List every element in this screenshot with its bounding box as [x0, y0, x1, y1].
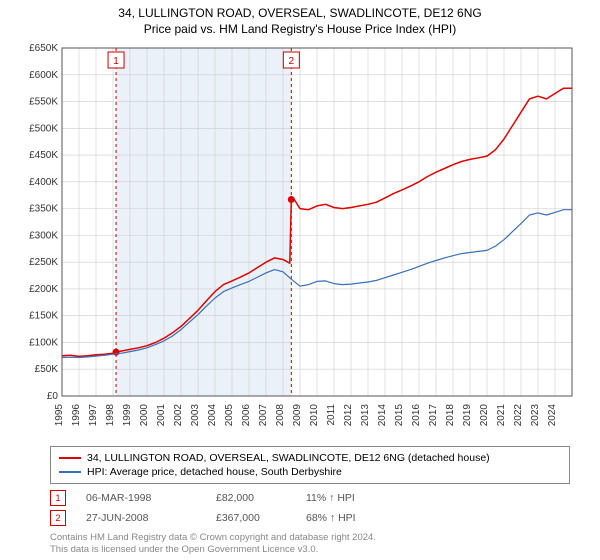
svg-text:2006: 2006 [241, 403, 252, 426]
svg-text:£350K: £350K [29, 203, 58, 214]
sale-date: 06-MAR-1998 [86, 492, 196, 504]
footer: Contains HM Land Registry data © Crown c… [50, 532, 570, 557]
svg-text:2005: 2005 [224, 403, 235, 426]
svg-text:2018: 2018 [445, 403, 456, 426]
svg-text:£450K: £450K [29, 150, 58, 161]
sale-row: 2 27-JUN-2008 £367,000 68% ↑ HPI [50, 508, 570, 528]
svg-text:1998: 1998 [105, 403, 116, 426]
sale-date: 27-JUN-2008 [86, 512, 196, 524]
legend-swatch [59, 457, 81, 459]
svg-text:2: 2 [289, 56, 295, 67]
svg-text:1997: 1997 [88, 403, 99, 426]
svg-text:1999: 1999 [122, 403, 133, 426]
sale-row: 1 06-MAR-1998 £82,000 11% ↑ HPI [50, 488, 570, 508]
sale-marker-icon: 1 [50, 490, 66, 506]
svg-text:2024: 2024 [547, 403, 558, 426]
svg-text:2004: 2004 [207, 403, 218, 426]
legend: 34, LULLINGTON ROAD, OVERSEAL, SWADLINCO… [50, 446, 570, 484]
sale-marker-icon: 2 [50, 510, 66, 526]
svg-text:£0: £0 [47, 391, 59, 402]
svg-text:2022: 2022 [513, 403, 524, 426]
svg-text:2002: 2002 [173, 403, 184, 426]
svg-text:1: 1 [113, 56, 119, 67]
svg-text:2014: 2014 [377, 403, 388, 426]
svg-text:£650K: £650K [29, 43, 58, 54]
legend-swatch [59, 471, 81, 473]
svg-text:2007: 2007 [258, 403, 269, 426]
svg-text:£600K: £600K [29, 69, 58, 80]
svg-text:2012: 2012 [343, 403, 354, 426]
sale-price: £82,000 [216, 492, 286, 504]
legend-label: 34, LULLINGTON ROAD, OVERSEAL, SWADLINCO… [87, 452, 490, 464]
svg-text:£500K: £500K [29, 123, 58, 134]
svg-text:2001: 2001 [156, 403, 167, 426]
svg-text:1995: 1995 [54, 403, 65, 426]
svg-text:1996: 1996 [71, 403, 82, 426]
svg-text:£250K: £250K [29, 257, 58, 268]
svg-text:2003: 2003 [190, 403, 201, 426]
svg-text:£150K: £150K [29, 310, 58, 321]
svg-text:£200K: £200K [29, 284, 58, 295]
svg-text:2010: 2010 [309, 403, 320, 426]
footer-line: Contains HM Land Registry data © Crown c… [50, 532, 570, 544]
svg-text:2020: 2020 [479, 403, 490, 426]
sale-hpi: 11% ↑ HPI [306, 492, 386, 504]
svg-text:2019: 2019 [462, 403, 473, 426]
page-subtitle: Price paid vs. HM Land Registry's House … [0, 22, 600, 40]
svg-text:£100K: £100K [29, 337, 58, 348]
sale-hpi: 68% ↑ HPI [306, 512, 386, 524]
price-chart: £0 £50K £100K £150K £200K £250K £300K £350K £400… [20, 40, 580, 440]
svg-text:2023: 2023 [530, 403, 541, 426]
svg-text:2015: 2015 [394, 403, 405, 426]
svg-text:£400K: £400K [29, 176, 58, 187]
svg-text:2008: 2008 [275, 403, 286, 426]
legend-row: HPI: Average price, detached house, Sout… [59, 465, 561, 479]
svg-text:2009: 2009 [292, 403, 303, 426]
footer-line: This data is licensed under the Open Gov… [50, 544, 570, 556]
legend-row: 34, LULLINGTON ROAD, OVERSEAL, SWADLINCO… [59, 451, 561, 465]
svg-text:2011: 2011 [326, 403, 337, 425]
svg-text:2013: 2013 [360, 403, 371, 426]
svg-text:2021: 2021 [496, 403, 507, 426]
sales-table: 1 06-MAR-1998 £82,000 11% ↑ HPI 2 27-JUN… [50, 488, 570, 528]
legend-label: HPI: Average price, detached house, Sout… [87, 466, 342, 478]
page-title: 34, LULLINGTON ROAD, OVERSEAL, SWADLINCO… [0, 0, 600, 22]
sale-price: £367,000 [216, 512, 286, 524]
svg-text:2017: 2017 [428, 403, 439, 426]
svg-text:2000: 2000 [139, 403, 150, 426]
chart-container: 34, LULLINGTON ROAD, OVERSEAL, SWADLINCO… [0, 0, 600, 560]
svg-text:£50K: £50K [35, 364, 59, 375]
svg-text:£550K: £550K [29, 96, 58, 107]
svg-text:2016: 2016 [411, 403, 422, 426]
chart-svg: £0 £50K £100K £150K £200K £250K £300K £350K £400… [20, 40, 580, 440]
svg-text:£300K: £300K [29, 230, 58, 241]
